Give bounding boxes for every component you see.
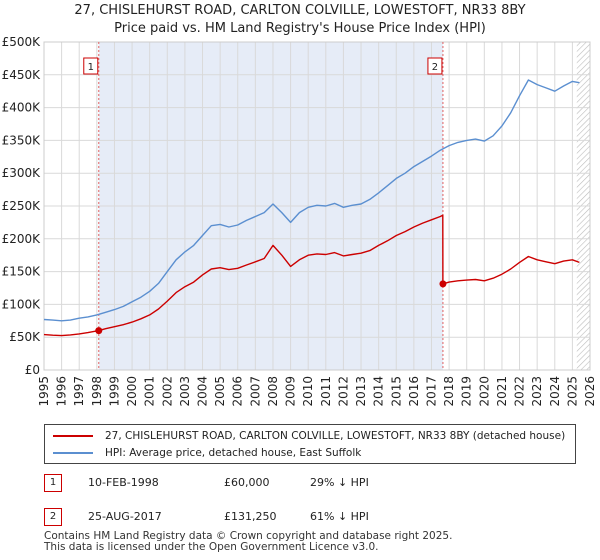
- x-tick-label: 2012: [336, 376, 350, 407]
- y-tick-label: £100K: [2, 297, 42, 311]
- x-tick-label: 2018: [442, 376, 456, 407]
- sale-hpi-diff: 29% ↓ HPI: [310, 476, 369, 489]
- sale-marker-badge: 1: [44, 474, 62, 492]
- attribution-line-1: Contains HM Land Registry data © Crown c…: [44, 530, 453, 542]
- attribution-line-2: This data is licensed under the Open Gov…: [44, 541, 379, 553]
- x-tick-label: 1998: [90, 376, 104, 407]
- sales-table: 1 10-FEB-1998 £60,000 29% ↓ HPI 2 25-AUG…: [44, 472, 574, 540]
- x-tick-label: 2003: [178, 376, 192, 407]
- sale-hpi-diff: 61% ↓ HPI: [310, 510, 369, 523]
- x-tick-label: 2025: [565, 376, 579, 407]
- legend-item-property: 27, CHISLEHURST ROAD, CARLTON COLVILLE, …: [53, 427, 565, 445]
- sale-label-box: [83, 57, 99, 75]
- property-series-line: [43, 214, 580, 337]
- x-tick-label: 2023: [530, 376, 544, 407]
- legend-item-hpi: HPI: Average price, detached house, East…: [53, 444, 361, 462]
- x-tick-label: 2010: [301, 376, 315, 407]
- x-tick-label: 2000: [125, 376, 139, 407]
- x-tick-label: 2024: [548, 376, 562, 407]
- table-row: 2 25-AUG-2017 £131,250 61% ↓ HPI: [44, 506, 574, 528]
- sale-label: 1: [88, 62, 94, 73]
- sale-price: £131,250: [224, 510, 277, 523]
- x-tick-label: 2011: [319, 376, 333, 407]
- x-tick-label: 2007: [248, 376, 262, 407]
- table-row: 1 10-FEB-1998 £60,000 29% ↓ HPI: [44, 472, 574, 494]
- attribution-footer: Contains HM Land Registry data © Crown c…: [44, 531, 452, 553]
- sale-label-box: [427, 57, 443, 75]
- legend-label-hpi: HPI: Average price, detached house, East…: [105, 447, 362, 459]
- chart-legend: 27, CHISLEHURST ROAD, CARLTON COLVILLE, …: [44, 424, 576, 464]
- sale-date: 25-AUG-2017: [88, 510, 162, 523]
- x-tick-label: 2017: [424, 376, 438, 407]
- y-tick-label: £300K: [2, 166, 42, 180]
- legend-swatch-property: [53, 435, 93, 437]
- x-tick-label: 2019: [460, 376, 474, 407]
- x-tick-label: 1999: [107, 376, 121, 407]
- x-tick-label: 2002: [160, 376, 174, 407]
- y-tick-label: £450K: [2, 68, 42, 82]
- x-tick-label: 2013: [354, 376, 368, 407]
- x-tick-label: 2021: [495, 376, 509, 407]
- y-tick-label: £0: [25, 363, 40, 377]
- sale-marker-badge: 2: [44, 508, 62, 526]
- sale-point: [95, 327, 103, 335]
- x-tick-label: 1995: [37, 376, 51, 407]
- x-tick-label: 2009: [284, 376, 298, 407]
- sale-price: £60,000: [224, 476, 270, 489]
- legend-label-property: 27, CHISLEHURST ROAD, CARLTON COLVILLE, …: [105, 430, 566, 442]
- x-tick-label: 2004: [196, 376, 210, 407]
- x-tick-label: 1997: [72, 376, 86, 407]
- x-tick-label: 2006: [231, 376, 245, 407]
- x-tick-label: 2001: [143, 376, 157, 407]
- plot-frame: [43, 41, 591, 371]
- chart-title: 27, CHISLEHURST ROAD, CARLTON COLVILLE, …: [74, 3, 526, 18]
- x-tick-label: 2022: [513, 376, 527, 407]
- y-tick-label: £50K: [9, 330, 41, 344]
- chart-subtitle: Price paid vs. HM Land Registry's House …: [114, 21, 486, 36]
- x-tick-label: 2014: [372, 376, 386, 407]
- sale-date: 10-FEB-1998: [88, 476, 159, 489]
- sale-label: 2: [432, 62, 438, 73]
- x-tick-label: 1996: [55, 376, 69, 407]
- x-tick-label: 2015: [389, 376, 403, 407]
- y-tick-label: £400K: [2, 101, 42, 115]
- x-tick-label: 2008: [266, 376, 280, 407]
- price-chart: £0 £50K £100K £150K £200K £250K £300K £350K £400…: [2, 35, 597, 407]
- x-tick-label: 2005: [213, 376, 227, 407]
- y-tick-label: £350K: [2, 133, 42, 147]
- sale-point: [439, 280, 447, 288]
- y-tick-label: £150K: [2, 265, 42, 279]
- legend-swatch-hpi: [53, 452, 93, 454]
- y-tick-label: £200K: [2, 232, 42, 246]
- x-tick-label: 2026: [583, 376, 597, 407]
- y-tick-label: £250K: [2, 199, 42, 213]
- y-tick-label: £500K: [2, 35, 42, 49]
- x-tick-label: 2020: [477, 376, 491, 407]
- x-tick-label: 2016: [407, 376, 421, 407]
- hpi-series-line: [43, 79, 580, 322]
